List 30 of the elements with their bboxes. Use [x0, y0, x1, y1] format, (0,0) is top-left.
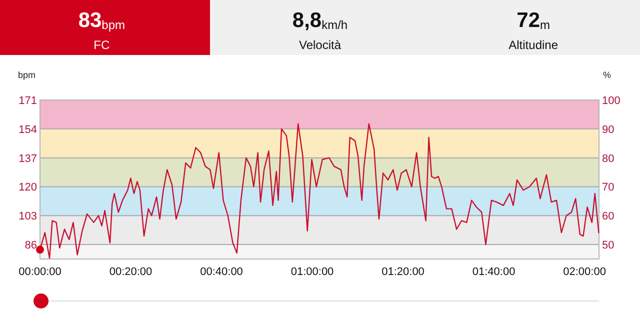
text: 72 [516, 9, 540, 32]
y2-axis-title: % [603, 70, 612, 80]
text: bpm [102, 18, 126, 32]
x-tick-label: 02:00:00 [563, 266, 606, 278]
x-tick-label: 01:20:00 [382, 266, 424, 278]
y-tick-label: 86 [24, 240, 37, 252]
text: 8,8 [292, 9, 322, 32]
y-axis-title: bpm [18, 70, 36, 80]
x-tick-label: 01:00:00 [290, 266, 334, 278]
x-tick-label: 01:40:00 [472, 266, 516, 278]
text: 83 [78, 9, 102, 32]
y2-tick-label: 70 [602, 182, 614, 194]
y-tick-label: 171 [18, 95, 37, 107]
y2-tick-label: 50 [602, 240, 614, 252]
text: km/h [322, 18, 348, 32]
y-tick-label: 103 [18, 210, 37, 223]
y-tick-label: 154 [18, 124, 37, 136]
x-tick-label: 00:20:00 [109, 266, 152, 278]
x-tick-label: 00:40:00 [200, 266, 243, 278]
text: FC [94, 38, 110, 52]
y2-tick-label: 90 [602, 124, 614, 136]
y-tick-label: 137 [18, 152, 37, 165]
x-tick-label: 00:00:00 [18, 266, 62, 278]
y2-tick-label: 80 [602, 152, 614, 165]
y2-tick-label: 60 [602, 210, 614, 223]
text: m [540, 18, 550, 32]
text: Velocità [298, 38, 342, 52]
text: Altitudine [508, 38, 558, 52]
y2-tick-label: 100 [602, 95, 620, 107]
y-tick-label: 120 [18, 182, 37, 194]
